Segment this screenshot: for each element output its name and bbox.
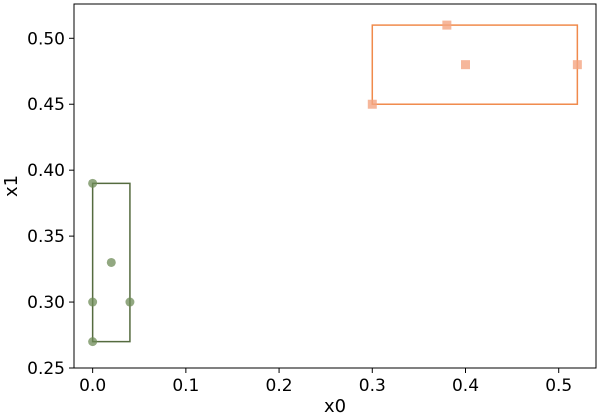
plot-area: [73, 3, 597, 369]
x-tick-label: 0.3: [359, 376, 386, 396]
x-tick-label: 0.2: [266, 376, 293, 396]
y-tick-label: 0.30: [27, 293, 65, 313]
scatter-point-circle: [88, 297, 98, 307]
scatter-point-square: [367, 99, 377, 109]
scatter-point-circle: [106, 257, 116, 267]
y-tick-label: 0.40: [27, 161, 65, 181]
scatter-point-square: [572, 60, 582, 70]
series-square-group: [367, 20, 582, 109]
x-tick-label: 0.5: [545, 376, 572, 396]
x-tick-label: 0.4: [452, 376, 479, 396]
y-tick-label: 0.35: [27, 227, 65, 247]
scatter-point-square: [442, 20, 452, 30]
scatter-point-circle: [88, 337, 98, 347]
series-circle-bounding-box: [91, 182, 131, 343]
series-circle-group: [88, 178, 135, 347]
y-axis-label: x1: [1, 175, 22, 197]
scatter-point-square: [461, 60, 470, 70]
x-tick-label: 0.0: [79, 376, 106, 396]
series-square-bounding-box: [371, 24, 579, 105]
y-axis-ticks: 0.25 0.30 0.35 0.40 0.45 0.50: [27, 29, 74, 379]
y-tick-label: 0.50: [27, 29, 65, 49]
y-tick-label: 0.45: [27, 95, 65, 115]
x-axis-ticks: 0.0 0.1 0.2 0.3 0.4 0.5: [79, 368, 572, 396]
scatter-point-circle: [125, 297, 135, 307]
x-tick-label: 0.1: [172, 376, 199, 396]
x-axis-label: x0: [324, 396, 346, 417]
y-tick-label: 0.25: [27, 359, 65, 379]
plot-frame: [73, 3, 597, 369]
scatter-point-circle: [88, 178, 98, 188]
